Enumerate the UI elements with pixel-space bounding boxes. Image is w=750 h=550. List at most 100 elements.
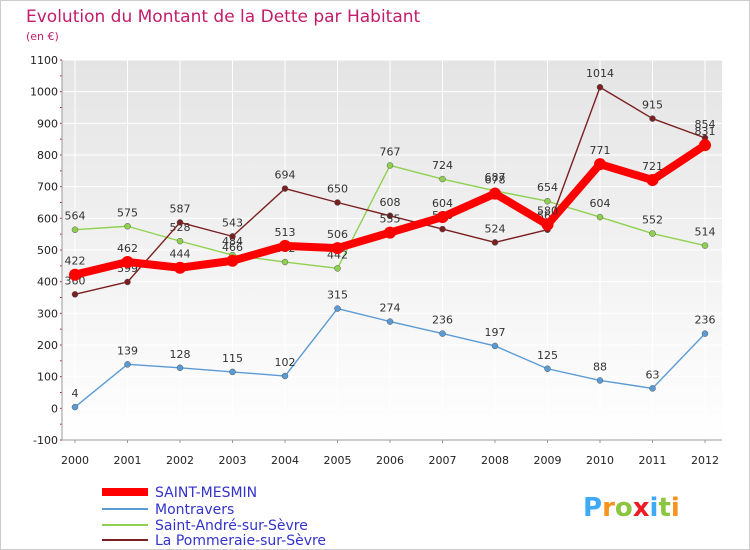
y-tick-label: 800 bbox=[37, 149, 58, 162]
data-label: 422 bbox=[65, 255, 86, 268]
y-tick-label: 400 bbox=[37, 276, 58, 289]
x-tick-label: 2002 bbox=[166, 454, 194, 467]
data-label: 1014 bbox=[586, 67, 614, 80]
chart-subtitle: (en €) bbox=[26, 30, 59, 43]
data-point bbox=[71, 226, 79, 233]
data-label: 575 bbox=[117, 206, 138, 219]
data-label: 125 bbox=[537, 349, 558, 362]
data-point bbox=[124, 278, 131, 286]
logo-letter: t bbox=[658, 493, 670, 523]
y-tick-label: 1000 bbox=[30, 86, 58, 99]
data-label: 274 bbox=[380, 302, 401, 315]
data-point bbox=[174, 261, 186, 274]
x-tick-label: 2009 bbox=[534, 454, 562, 467]
y-tick-label: 0 bbox=[51, 402, 58, 415]
data-label: 767 bbox=[380, 145, 401, 158]
data-label: 552 bbox=[642, 214, 663, 227]
y-tick-label: 200 bbox=[37, 339, 58, 352]
data-point bbox=[229, 233, 236, 240]
chart-title: Evolution du Montant de la Dette par Hab… bbox=[26, 7, 421, 27]
data-label: 854 bbox=[695, 118, 716, 131]
data-point bbox=[439, 175, 446, 183]
data-label: 678 bbox=[485, 174, 506, 187]
data-point bbox=[121, 256, 134, 269]
data-point bbox=[491, 342, 499, 350]
legend-label: SAINT-MESMIN bbox=[155, 485, 257, 501]
data-point bbox=[544, 197, 551, 205]
data-point bbox=[491, 239, 499, 246]
logo-letter: x bbox=[633, 493, 650, 523]
data-point bbox=[176, 219, 184, 226]
series-saint-andr-sur-s-vre: 564575528484462442767724687654604552514 bbox=[65, 145, 716, 272]
x-tick-label: 2010 bbox=[586, 454, 614, 467]
data-label: 694 bbox=[275, 169, 296, 182]
data-point bbox=[331, 242, 344, 255]
x-tick-label: 2005 bbox=[324, 454, 352, 467]
data-point bbox=[334, 265, 341, 272]
y-tick-label: 900 bbox=[37, 117, 58, 130]
legend: SAINT-MESMINMontraversSaint-André-sur-Sè… bbox=[102, 485, 326, 549]
data-label: 102 bbox=[275, 356, 296, 369]
data-label: 236 bbox=[695, 314, 716, 327]
data-point bbox=[176, 364, 184, 372]
data-label: 555 bbox=[380, 213, 401, 226]
data-point bbox=[436, 211, 449, 224]
data-point bbox=[701, 330, 709, 337]
data-label: 608 bbox=[380, 196, 401, 209]
data-point bbox=[594, 158, 606, 171]
data-label: 462 bbox=[117, 242, 138, 255]
data-label: 771 bbox=[590, 144, 611, 157]
data-label: 587 bbox=[170, 202, 191, 215]
data-point bbox=[489, 187, 501, 200]
data-point bbox=[229, 368, 236, 376]
x-tick-label: 2000 bbox=[61, 454, 89, 467]
y-tick-label: 100 bbox=[37, 371, 58, 384]
logo-letter: o bbox=[615, 493, 633, 523]
data-label: 604 bbox=[432, 197, 453, 210]
data-label: 513 bbox=[275, 226, 296, 239]
data-label: 721 bbox=[642, 160, 663, 173]
x-tick-label: 2007 bbox=[429, 454, 457, 467]
data-point bbox=[281, 372, 289, 380]
x-tick-label: 2001 bbox=[114, 454, 142, 467]
y-tick-label: 700 bbox=[37, 181, 58, 194]
data-label: 197 bbox=[485, 326, 506, 339]
data-point bbox=[386, 212, 394, 220]
x-tick-label: 2012 bbox=[691, 454, 719, 467]
x-tick-label: 2008 bbox=[481, 454, 509, 467]
data-point bbox=[69, 268, 81, 281]
data-point bbox=[71, 291, 79, 298]
data-point bbox=[71, 403, 79, 411]
data-label: 650 bbox=[327, 183, 348, 196]
data-point bbox=[439, 330, 446, 337]
data-point bbox=[541, 218, 554, 231]
data-point bbox=[596, 377, 604, 384]
y-tick-label: 1100 bbox=[30, 54, 58, 67]
legend-label: Montravers bbox=[155, 502, 234, 518]
data-point bbox=[596, 213, 604, 221]
data-point bbox=[124, 223, 131, 230]
data-label: 543 bbox=[222, 216, 243, 229]
logo-letter: i bbox=[650, 493, 659, 523]
legend-label: Saint-André-sur-Sèvre bbox=[155, 518, 308, 534]
data-point bbox=[384, 226, 396, 239]
logo-letter: i bbox=[671, 493, 680, 523]
series-saint-mesmin: 422 462 444 466 513 506 555 604 678 580 771 721 831 bbox=[65, 125, 716, 281]
logo-letter: P bbox=[583, 493, 602, 523]
logo-letter: r bbox=[602, 493, 615, 523]
data-point bbox=[281, 185, 289, 192]
data-label: 687 bbox=[485, 171, 506, 184]
data-point bbox=[646, 174, 659, 187]
data-label: 139 bbox=[117, 344, 138, 357]
series-montravers: 4 139 128 115 102 315 274 236 197 125 88 63 236 bbox=[71, 289, 716, 411]
data-point bbox=[544, 365, 551, 372]
y-tick-label: 500 bbox=[37, 244, 58, 257]
data-label: 580 bbox=[537, 205, 558, 218]
x-tick-label: 2004 bbox=[271, 454, 299, 467]
y-tick-label: 300 bbox=[37, 307, 58, 320]
data-label: 115 bbox=[222, 352, 243, 365]
series-la-pommeraie-sur-s-vre: 3603995875436946506085665245641014915854 bbox=[65, 67, 716, 298]
data-label: 315 bbox=[327, 289, 348, 302]
